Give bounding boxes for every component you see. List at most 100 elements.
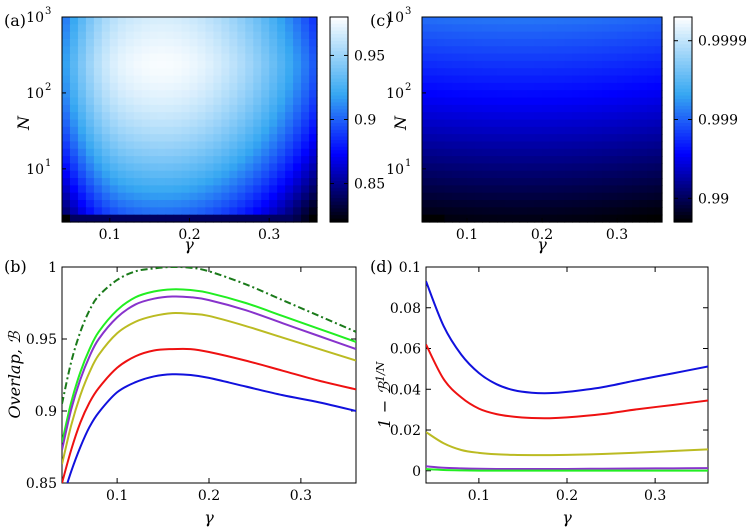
y-tick-label: 10 — [26, 10, 44, 26]
heatmap-cell — [422, 170, 431, 179]
heatmap-cell — [482, 126, 491, 135]
heatmap-cell — [617, 156, 626, 165]
heatmap-cell — [459, 126, 468, 135]
heatmap-cell — [62, 134, 71, 143]
heatmap-cell — [85, 53, 95, 62]
heatmap-cell — [504, 119, 513, 128]
heatmap-cell — [489, 207, 498, 216]
heatmap-cell — [141, 134, 151, 143]
y-tick-exponent: 2 — [405, 82, 411, 93]
heatmap-cell — [542, 200, 551, 208]
heatmap-cell — [229, 192, 238, 201]
heatmap-cell — [309, 156, 318, 165]
heatmap-cell — [429, 148, 438, 157]
heatmap-cell — [77, 90, 87, 99]
colorbar-swatch — [674, 85, 692, 90]
heatmap-cell — [542, 97, 551, 106]
heatmap-cell — [572, 134, 581, 143]
heatmap-cell — [269, 134, 278, 143]
colorbar-swatch — [330, 23, 348, 28]
heatmap-cell — [277, 178, 286, 186]
heatmap-cell — [189, 119, 199, 128]
heatmap-cell — [133, 141, 143, 150]
heatmap-cell — [459, 112, 468, 121]
heatmap-cell — [253, 170, 262, 179]
colorbar-swatch — [330, 61, 348, 66]
heatmap-cell — [197, 31, 207, 40]
heatmap-cell — [77, 24, 87, 33]
heatmap-cell — [293, 141, 302, 150]
heatmap-cell — [482, 214, 491, 223]
heatmap-cell — [141, 192, 151, 201]
heatmap-cell — [422, 112, 431, 121]
heatmap-cell — [602, 97, 611, 106]
heatmap-cell — [181, 82, 191, 91]
heatmap-cell — [422, 38, 431, 47]
heatmap-cell — [654, 60, 663, 69]
heatmap-cell — [165, 141, 175, 150]
heatmap-cell — [109, 75, 119, 84]
heatmap-cell — [429, 163, 438, 172]
heatmap-cell — [452, 192, 461, 201]
heatmap-cell — [444, 31, 453, 40]
heatmap-cell — [519, 163, 528, 172]
heatmap-cell — [639, 163, 648, 172]
heatmap-cell — [429, 156, 438, 165]
colorbar-swatch — [674, 68, 692, 73]
heatmap-cell — [572, 75, 581, 84]
heatmap-cell — [149, 97, 159, 106]
heatmap-cell — [422, 119, 431, 128]
heatmap-cell — [624, 163, 633, 172]
heatmap-cell — [69, 200, 79, 208]
heatmap-cell — [452, 97, 461, 106]
heatmap-cell — [609, 38, 618, 47]
heatmap-cell — [77, 126, 87, 135]
heatmap-cell — [269, 24, 278, 33]
heatmap-cell — [285, 31, 294, 40]
heatmap-cell — [141, 60, 151, 69]
colorbar-a: 0.850.90.95 — [329, 16, 385, 223]
heatmap-cell — [229, 148, 238, 157]
heatmap-cell — [647, 31, 656, 40]
colorbar-swatch — [330, 143, 348, 148]
heatmap-cell — [564, 207, 573, 216]
heatmap-cell — [62, 90, 71, 99]
heatmap-cell — [117, 104, 127, 113]
heatmap-cell — [534, 46, 543, 55]
heatmap-cell — [489, 46, 498, 55]
heatmap-cell — [221, 112, 230, 121]
heatmap-cell — [489, 178, 498, 186]
heatmap-cell — [639, 170, 648, 179]
heatmap-cell — [422, 192, 431, 201]
heatmap-cell — [77, 163, 87, 172]
colorbar-tick-label: 0.95 — [354, 48, 385, 64]
heatmap-cell — [512, 24, 521, 33]
heatmap-cell — [221, 46, 230, 55]
colorbar-swatch — [330, 191, 348, 196]
heatmap-cell — [572, 53, 581, 62]
heatmap-cell — [654, 207, 663, 216]
heatmap-cell — [632, 75, 641, 84]
heatmap-cell — [474, 163, 483, 172]
colorbar-swatch — [674, 174, 692, 179]
heatmap-cell — [229, 119, 238, 128]
heatmap-cell — [181, 17, 191, 25]
heatmap-cell — [181, 207, 191, 216]
heatmap-cell — [261, 90, 270, 99]
heatmap-cell — [205, 207, 215, 216]
heatmap-cell — [444, 112, 453, 121]
heatmap-cell — [422, 60, 431, 69]
heatmap-cell — [549, 104, 558, 113]
heatmap-cell — [157, 207, 167, 216]
heatmap-cell — [261, 31, 270, 40]
heatmap-cell — [587, 148, 596, 157]
heatmap-cell — [489, 17, 498, 25]
heatmap-cell — [85, 214, 95, 223]
heatmap-cell — [452, 170, 461, 179]
heatmap-cell — [197, 46, 207, 55]
heatmap-cell — [587, 68, 596, 77]
heatmap-cell — [117, 97, 127, 106]
heatmap-cell — [609, 163, 618, 172]
heatmap-cell — [572, 60, 581, 69]
heatmap-cell — [62, 148, 71, 157]
